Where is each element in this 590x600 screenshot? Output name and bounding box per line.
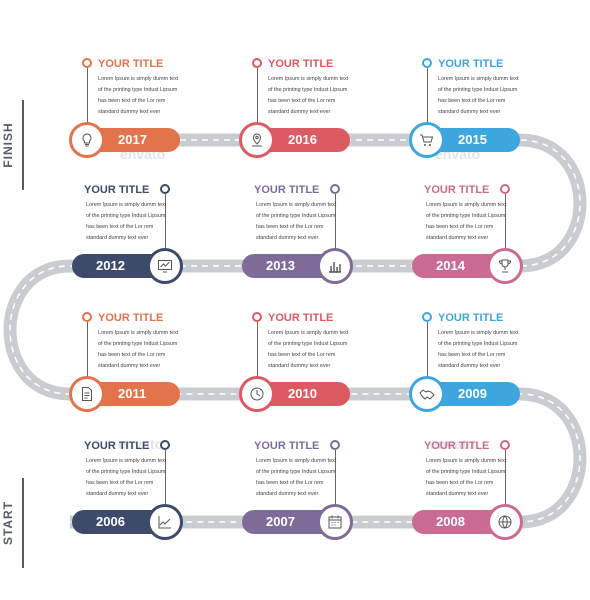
pin-marker [160, 440, 170, 450]
pin-marker [500, 440, 510, 450]
milestone-title: YOUR TITLE [424, 184, 490, 196]
target-clock-icon [239, 376, 275, 412]
globe-icon [487, 504, 523, 540]
milestone-description: Lorem Ipsum is simply dumm text of the p… [86, 458, 167, 497]
milestone-title: YOUR TITLE [424, 440, 490, 452]
milestone-title: YOUR TITLE [254, 184, 320, 196]
year-label: 2009 [458, 386, 487, 401]
milestone-description: Lorem Ipsum is simply dumm text of the p… [426, 458, 507, 497]
pin-line [165, 194, 166, 250]
milestone-title: YOUR TITLE [254, 440, 320, 452]
lightbulb-icon [69, 122, 105, 158]
milestone-description: Lorem Ipsum is simply dumm text of the p… [268, 76, 349, 115]
milestone-description: Lorem Ipsum is simply dumm text of the p… [438, 330, 519, 369]
pin-marker [252, 312, 262, 322]
calendar-icon [317, 504, 353, 540]
milestone-description: Lorem Ipsum is simply dumm text of the p… [256, 458, 337, 497]
milestone-description: Lorem Ipsum is simply dumm text of the p… [426, 202, 507, 241]
pin-line [427, 68, 428, 124]
pin-line [505, 194, 506, 250]
pin-marker [422, 58, 432, 68]
monitor-chart-icon [147, 248, 183, 284]
pin-line [257, 68, 258, 124]
document-icon [69, 376, 105, 412]
pin-line [257, 322, 258, 378]
pin-marker [422, 312, 432, 322]
milestone-description: Lorem Ipsum is simply dumm text of the p… [256, 202, 337, 241]
watermark: envato [430, 436, 476, 452]
pin-line [335, 194, 336, 250]
year-label: 2010 [288, 386, 317, 401]
milestone-description: Lorem Ipsum is simply dumm text of the p… [98, 76, 179, 115]
year-label: 2017 [118, 132, 147, 147]
pin-line [87, 68, 88, 124]
milestone-title: YOUR TITLE [438, 312, 504, 324]
milestone-description: Lorem Ipsum is simply dumm text of the p… [86, 202, 167, 241]
milestone-title: YOUR TITLE [84, 440, 150, 452]
milestone-description: Lorem Ipsum is simply dumm text of the p… [268, 330, 349, 369]
pin-line [87, 322, 88, 378]
start-label: START [0, 478, 40, 568]
milestone-description: Lorem Ipsum is simply dumm text of the p… [438, 76, 519, 115]
bar-chart-icon [317, 248, 353, 284]
year-label: 2007 [266, 514, 295, 529]
year-label: 2011 [118, 386, 147, 401]
pin-line [505, 450, 506, 506]
trophy-icon [487, 248, 523, 284]
handshake-icon [409, 376, 445, 412]
pin-marker [252, 58, 262, 68]
year-label: 2012 [96, 258, 125, 273]
pin-line [165, 450, 166, 506]
pin-marker [82, 312, 92, 322]
pin-marker [500, 184, 510, 194]
milestone-title: YOUR TITLE [268, 58, 334, 70]
pin-marker [330, 440, 340, 450]
finish-label: FINISH [0, 100, 40, 190]
pin-line [427, 322, 428, 378]
line-chart-icon [147, 504, 183, 540]
milestone-title: YOUR TITLE [98, 312, 164, 324]
pin-marker [82, 58, 92, 68]
map-pin-icon [239, 122, 275, 158]
milestone-title: YOUR TITLE [438, 58, 504, 70]
pin-marker [330, 184, 340, 194]
year-label: 2014 [436, 258, 465, 273]
year-label: 2015 [458, 132, 487, 147]
year-label: 2008 [436, 514, 465, 529]
year-label: 2006 [96, 514, 125, 529]
milestone-description: Lorem Ipsum is simply dumm text of the p… [98, 330, 179, 369]
pin-line [335, 450, 336, 506]
year-label: 2016 [288, 132, 317, 147]
milestone-title: YOUR TITLE [98, 58, 164, 70]
shopping-cart-icon [409, 122, 445, 158]
milestone-title: YOUR TITLE [268, 312, 334, 324]
watermark: envato [118, 436, 164, 452]
pin-marker [160, 184, 170, 194]
milestone-title: YOUR TITLE [84, 184, 150, 196]
year-label: 2013 [266, 258, 295, 273]
